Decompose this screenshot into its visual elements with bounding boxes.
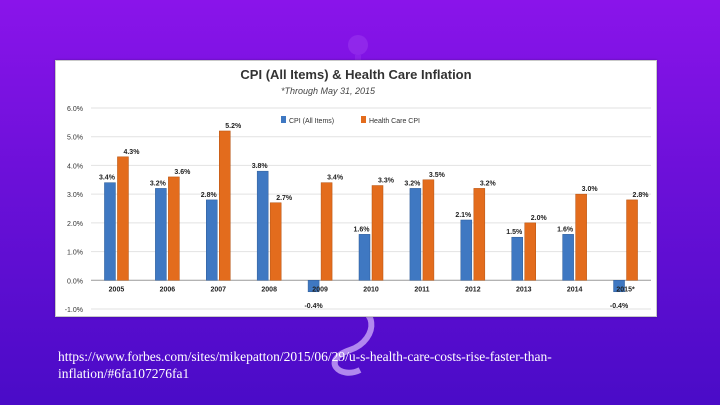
bar-health-2015*	[626, 199, 638, 281]
bar-cpi-2013	[511, 236, 523, 281]
bar-health-2007	[219, 130, 231, 281]
data-label: 1.5%	[506, 229, 523, 236]
bar-health-2008	[269, 202, 282, 281]
bar-cpi-2014	[562, 234, 574, 281]
legend-label-health: Health Care CPI	[369, 118, 420, 125]
bar-health-2013	[524, 222, 536, 281]
y-tick-label: 2.0%	[67, 221, 83, 228]
chart-subtitle: *Through May 31, 2015	[281, 86, 376, 96]
bar-cpi-2009	[307, 280, 320, 293]
x-tick-label: 2014	[567, 286, 583, 293]
bar-health-2012	[473, 188, 486, 281]
bar-health-2014	[575, 193, 587, 281]
y-tick-label: -1.0%	[65, 307, 83, 314]
x-tick-label: 2008	[261, 286, 277, 293]
bar-cpi-2007	[206, 199, 218, 281]
data-label: 3.5%	[429, 172, 446, 179]
x-tick-label: 2007	[210, 286, 226, 293]
bar-cpi-2011	[409, 188, 422, 281]
y-tick-label: 3.0%	[67, 192, 83, 199]
bar-health-2005	[117, 156, 129, 281]
x-tick-label: 2015*	[616, 286, 635, 293]
bar-cpi-2005	[104, 182, 116, 281]
data-label: 5.2%	[225, 123, 242, 130]
bar-chart: CPI (All Items) & Health Care Inflation …	[65, 67, 651, 314]
bar-cpi-2015*	[613, 280, 625, 293]
bar-health-2006	[168, 176, 180, 281]
data-label: 3.2%	[150, 180, 167, 187]
legend-swatch-health	[361, 116, 366, 123]
bar-cpi-2008	[256, 170, 269, 281]
data-label: 1.6%	[557, 226, 574, 233]
data-label: 3.3%	[378, 178, 395, 185]
data-label: 3.4%	[327, 175, 344, 182]
data-label: 3.0%	[582, 186, 599, 193]
bar-cpi-2012	[460, 219, 473, 281]
bar-health-2010	[371, 185, 384, 281]
x-tick-label: 2010	[363, 286, 379, 293]
y-tick-label: 6.0%	[67, 106, 83, 113]
y-tick-label: 4.0%	[67, 163, 83, 170]
x-tick-label: 2012	[465, 286, 481, 293]
y-tick-label: 5.0%	[67, 135, 83, 142]
data-label: 2.0%	[531, 215, 548, 222]
y-tick-label: 1.0%	[67, 250, 83, 257]
bar-cpi-2006	[155, 188, 167, 281]
chart-legend: CPI (All Items) Health Care CPI	[281, 116, 420, 125]
bar-health-2011	[422, 179, 435, 281]
bar-cpi-2010	[358, 234, 371, 281]
bars: 3.4% 4.3% 2005 3.2% 3.6% 2006 2.8% 5.2% 2007 3.8%…	[99, 123, 649, 310]
data-label: 4.3%	[123, 149, 140, 156]
x-tick-label: 2011	[414, 286, 429, 293]
data-label: 3.4%	[99, 175, 116, 182]
data-label: 3.2%	[404, 180, 421, 187]
data-label: 2.1%	[455, 212, 472, 219]
data-label: -0.4%	[610, 303, 629, 310]
source-url[interactable]: https://www.forbes.com/sites/mikepatton/…	[58, 349, 552, 381]
x-tick-label: 2009	[312, 286, 328, 293]
data-label: 1.6%	[354, 226, 371, 233]
chart-title: CPI (All Items) & Health Care Inflation	[240, 67, 471, 82]
legend-label-cpi: CPI (All Items)	[289, 118, 334, 125]
x-tick-label: 2006	[160, 286, 176, 293]
y-tick-label: 0.0%	[67, 278, 83, 285]
x-tick-label: 2005	[109, 286, 125, 293]
data-label: 3.8%	[252, 163, 269, 170]
y-grid: -1.0% 0.0% 1.0% 2.0% 3.0% 4.0% 5.0% 6.0%	[65, 106, 651, 314]
data-label: 2.8%	[633, 192, 650, 199]
data-label: 2.8%	[201, 192, 218, 199]
data-label: 3.6%	[174, 169, 191, 176]
data-label: -0.4%	[304, 303, 323, 310]
x-tick-label: 2013	[516, 286, 532, 293]
bar-health-2009	[320, 182, 333, 281]
data-label: 2.7%	[276, 195, 293, 202]
chart-panel: CPI (All Items) & Health Care Inflation …	[55, 60, 657, 317]
legend-swatch-cpi	[281, 116, 286, 123]
data-label: 3.2%	[480, 180, 497, 187]
